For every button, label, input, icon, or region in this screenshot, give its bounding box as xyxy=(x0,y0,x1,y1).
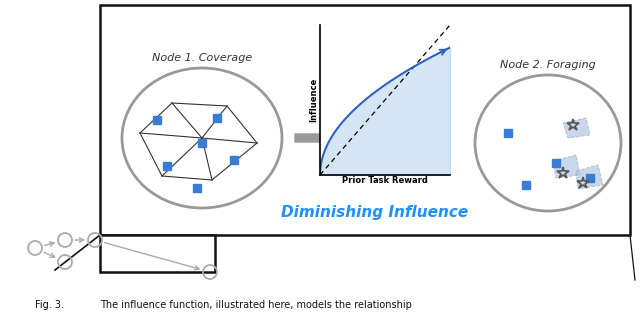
Bar xyxy=(586,174,594,182)
Polygon shape xyxy=(576,165,603,189)
Bar xyxy=(504,129,512,137)
X-axis label: Prior Task Reward: Prior Task Reward xyxy=(342,176,428,185)
Bar xyxy=(522,181,530,189)
FancyBboxPatch shape xyxy=(100,235,215,272)
Text: The influence function, illustrated here, models the relationship: The influence function, illustrated here… xyxy=(100,300,412,310)
Text: Fig. 3.: Fig. 3. xyxy=(35,300,64,310)
Text: Node 1. Coverage: Node 1. Coverage xyxy=(152,53,252,63)
Polygon shape xyxy=(563,118,590,138)
Bar xyxy=(193,184,201,192)
Bar xyxy=(198,139,206,147)
FancyArrow shape xyxy=(295,131,443,145)
Polygon shape xyxy=(553,155,580,178)
Bar xyxy=(163,162,171,170)
Y-axis label: Influence: Influence xyxy=(310,78,319,122)
Text: Diminishing Influence: Diminishing Influence xyxy=(282,204,468,219)
Text: Node 2. Foraging: Node 2. Foraging xyxy=(500,60,596,70)
FancyBboxPatch shape xyxy=(100,5,630,235)
Bar xyxy=(213,114,221,122)
Bar xyxy=(153,116,161,124)
Bar xyxy=(552,159,560,167)
Bar xyxy=(230,156,238,164)
